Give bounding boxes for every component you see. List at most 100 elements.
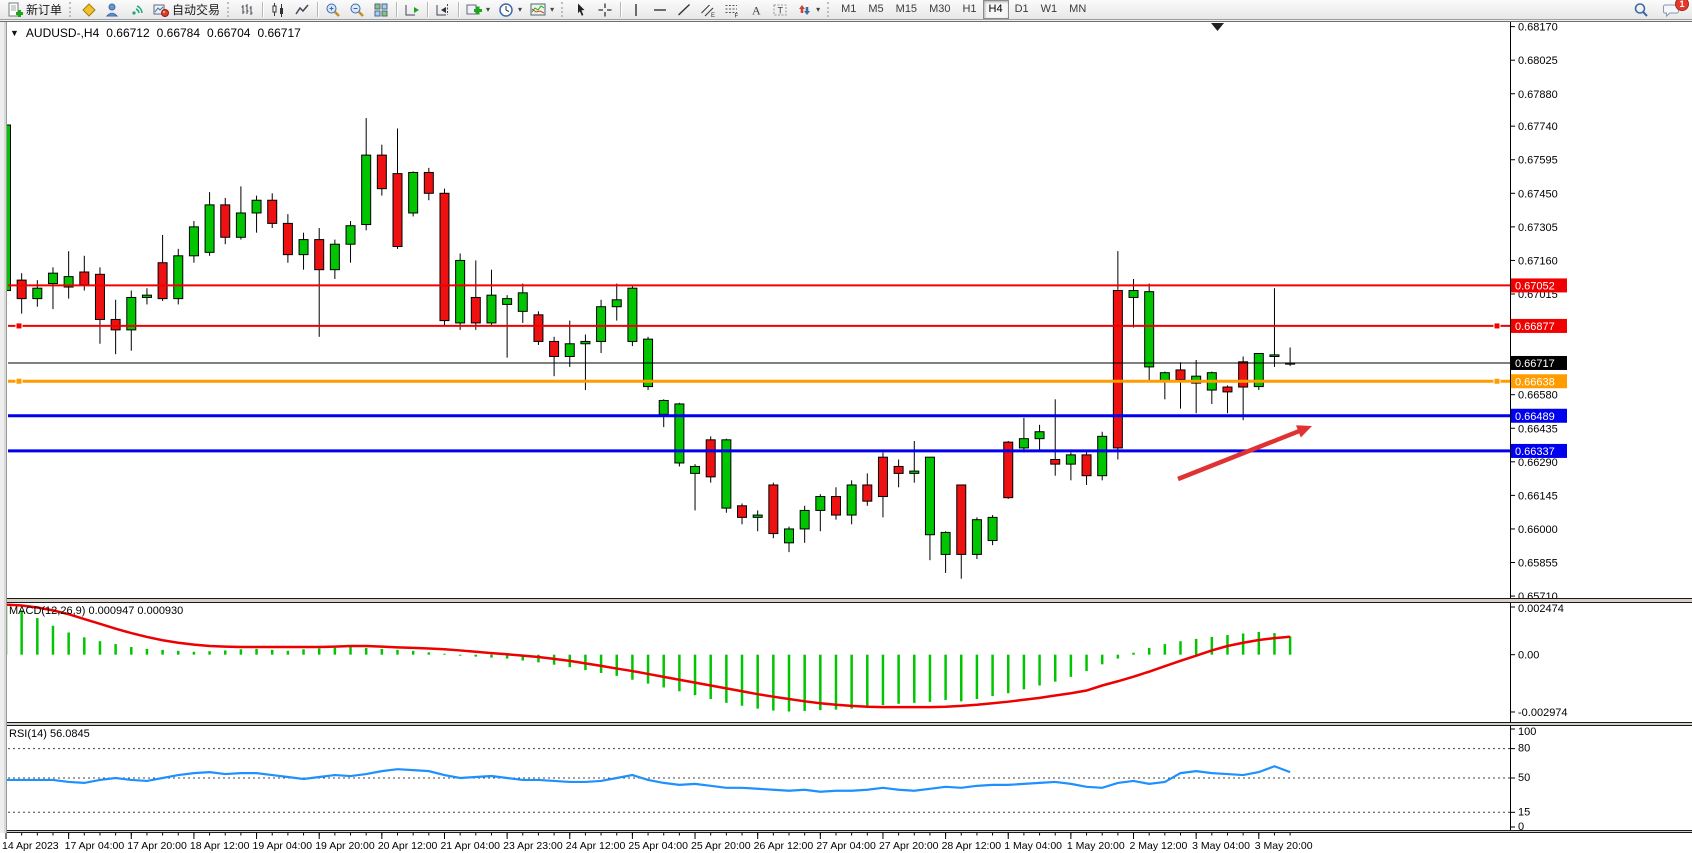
svg-text:0.66717: 0.66717 [1515,358,1555,370]
annotation-arrow [1177,426,1306,482]
chart-shift-marker [1211,23,1224,31]
svg-text:0.00: 0.00 [1518,650,1539,662]
svg-text:80: 80 [1518,743,1530,755]
svg-text:3 May 20:00: 3 May 20:00 [1255,840,1313,852]
svg-text:0.67305: 0.67305 [1518,222,1558,234]
timeframe-M5[interactable]: M5 [868,3,884,15]
svg-text:0.67880: 0.67880 [1518,89,1558,101]
pane-splitter[interactable] [0,722,1692,726]
time-axis[interactable]: 14 Apr 2023 17 Apr 04:00 17 Apr 20:00 18 Ap… [0,833,1692,853]
dropdown-arrow-icon: ▾ [518,5,523,14]
equidistant-channel-button[interactable]: E [696,0,720,20]
toolbar-separator [396,2,398,17]
timeframe-D1[interactable]: D1 [1014,3,1029,15]
chart-shift-icon [435,2,451,18]
svg-text:E: E [711,13,715,18]
new-order-button[interactable]: 新订单 [3,0,66,20]
line-chart-icon [294,2,310,18]
svg-text:0.68025: 0.68025 [1518,55,1558,67]
svg-text:26 Apr 12:00: 26 Apr 12:00 [754,840,814,852]
svg-text:25 Apr 04:00: 25 Apr 04:00 [628,840,688,852]
svg-text:0.67450: 0.67450 [1518,188,1558,200]
timeframe-H4[interactable]: H4 [982,0,1009,19]
metaeditor-button[interactable] [77,0,101,20]
svg-text:17 Apr 04:00: 17 Apr 04:00 [65,840,125,852]
svg-text:24 Apr 12:00: 24 Apr 12:00 [566,840,626,852]
svg-text:27 Apr 20:00: 27 Apr 20:00 [879,840,939,852]
toolbar-separator [317,2,319,17]
pane-splitter[interactable] [0,598,1692,603]
symbol-period-label: AUDUSD-,H4 [25,26,100,40]
pane-splitter[interactable] [0,830,1692,833]
svg-text:18 Apr 12:00: 18 Apr 12:00 [190,840,250,852]
price-pane[interactable]: 0.68170 0.68025 0.67880 0.67740 0.67595 0.674… [0,22,1692,598]
tile-windows-button[interactable] [369,0,393,20]
price-level-0.67052: 0.67052 [8,278,1567,293]
bar-chart-button[interactable] [235,0,259,20]
svg-text:100: 100 [1518,726,1536,738]
signals-button[interactable] [125,0,149,20]
svg-text:14 Apr 2023: 14 Apr 2023 [2,840,59,852]
text-label-icon: T [772,2,788,18]
window-menu-icon[interactable]: ▼ [10,28,19,38]
text-label-button[interactable]: T [768,0,792,20]
zoom-out-button[interactable] [345,0,369,20]
templates-icon [530,2,546,18]
metaeditor-icon [81,2,97,18]
horizontal-line-button[interactable] [648,0,672,20]
svg-text:3 May 04:00: 3 May 04:00 [1192,840,1250,852]
search-icon [1633,2,1649,18]
candlestick-button[interactable] [266,0,290,20]
chart-shift-button[interactable] [431,0,455,20]
cursor-icon [573,2,589,18]
auto-trading-icon [153,2,170,18]
templates-button[interactable]: ▾ [526,0,558,20]
text-icon: A [748,2,764,18]
timeframe-W1[interactable]: W1 [1040,3,1058,15]
timeframe-MN[interactable]: MN [1069,3,1087,15]
price-level-0.66638: 0.66638 [8,374,1567,389]
indicators-button[interactable]: ▾ [462,0,494,20]
indicators-icon [466,2,483,18]
line-chart-button[interactable] [290,0,314,20]
svg-text:0.68170: 0.68170 [1518,22,1558,34]
crosshair-icon [597,2,613,18]
crosshair-button[interactable] [593,0,617,20]
price-level-0.66877: 0.66877 [8,318,1567,333]
auto-trading-button[interactable]: 自动交易 [149,0,224,20]
toolbar-grip [827,2,832,17]
community-button[interactable] [101,0,125,20]
fibonacci-button[interactable]: F [720,0,744,20]
signals-icon [129,2,145,18]
trendline-button[interactable] [672,0,696,20]
arrows-shapes-icon [796,2,812,18]
timeframe-M15[interactable]: M15 [895,3,918,15]
text-button[interactable]: A [744,0,768,20]
zoom-in-button[interactable] [321,0,345,20]
arrows-shapes-button[interactable]: ▾ [792,0,824,20]
macd-pane[interactable]: 0.002474 0.00 -0.002974 [0,603,1692,722]
vertical-line-button[interactable] [624,0,648,20]
auto-scroll-icon [404,2,420,18]
timeframe-H1[interactable]: H1 [962,3,977,15]
search-button[interactable] [1629,0,1653,20]
timeframe-M1[interactable]: M1 [841,3,857,15]
svg-text:F: F [735,13,739,18]
timeframe-M30[interactable]: M30 [929,3,951,15]
rsi-pane[interactable]: 100 80 50 15 0 [0,726,1692,830]
close-value: 0.66717 [257,26,301,40]
cursor-button[interactable] [569,0,593,20]
notifications-button[interactable]: 1 [1659,0,1689,20]
periods-button[interactable]: ▾ [494,0,526,20]
candlestick-icon [270,2,286,18]
auto-scroll-button[interactable] [400,0,424,20]
svg-text:19 Apr 20:00: 19 Apr 20:00 [315,840,375,852]
dropdown-arrow-icon: ▾ [816,5,821,14]
svg-text:0.66000: 0.66000 [1518,524,1558,536]
timeframe-group: M1 M5 M15 M30 H1 H4 D1 W1 MN [835,0,1092,19]
svg-text:0.65855: 0.65855 [1518,558,1558,570]
price-axis[interactable] [1510,22,1692,598]
toolbar-grip [69,2,74,17]
tile-windows-icon [373,2,389,18]
